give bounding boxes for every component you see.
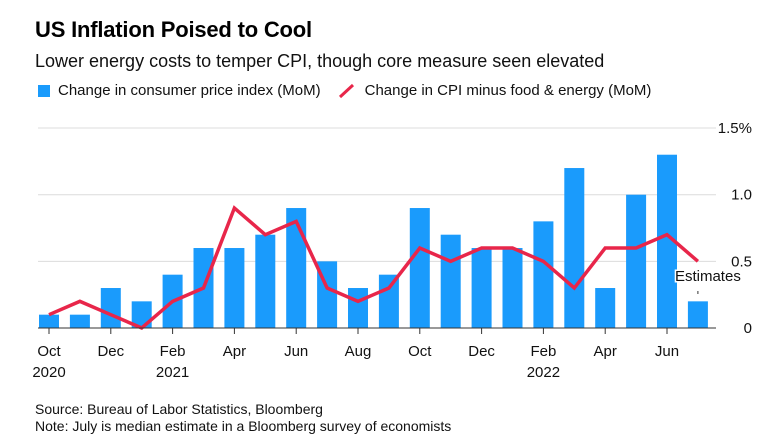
bar <box>657 154 677 328</box>
bar <box>255 234 276 328</box>
x-tick-label: Dec <box>97 343 124 360</box>
bar <box>440 234 461 328</box>
bar <box>533 221 554 328</box>
methodology-note: Note: July is median estimate in a Bloom… <box>35 418 452 434</box>
x-tick-label: Dec <box>468 343 495 360</box>
bar <box>100 288 121 328</box>
legend-swatch-core <box>338 83 354 98</box>
chart-plot: 0 0.5 1.0 1.5% Oct 2020 Dec Feb 2021 Apr Jun Aug Oct… <box>32 120 752 381</box>
legend-swatch-cpi <box>38 84 50 97</box>
chart-subtitle: Lower energy costs to temper CPI, though… <box>35 51 605 71</box>
y-tick-label: 0.5 <box>731 253 752 270</box>
x-tick-year-label: 2021 <box>156 364 189 381</box>
bar <box>131 301 152 328</box>
bar <box>471 248 492 328</box>
x-tick-year-label: 2020 <box>32 364 65 381</box>
bar <box>409 208 430 328</box>
x-tick-label: Jun <box>284 343 308 360</box>
x-tick-label: Apr <box>223 343 246 360</box>
bar <box>626 194 647 328</box>
x-tick-label: Apr <box>594 343 617 360</box>
x-tick-label: Feb <box>530 343 556 360</box>
y-tick-label: 0 <box>744 320 752 337</box>
bar <box>595 288 616 328</box>
x-tick-label: Jun <box>655 343 679 360</box>
bar <box>348 288 368 328</box>
bar <box>502 248 523 328</box>
bar <box>564 168 585 328</box>
bar <box>39 314 59 328</box>
x-tick-label: Oct <box>37 343 61 360</box>
chart-title: US Inflation Poised to Cool <box>35 17 312 42</box>
x-tick-label: Oct <box>408 343 432 360</box>
bar <box>687 301 708 328</box>
source-note: Source: Bureau of Labor Statistics, Bloo… <box>35 401 323 417</box>
footer: Source: Bureau of Labor Statistics, Bloo… <box>35 401 451 435</box>
y-tick-label: 1.0 <box>731 187 752 204</box>
bar <box>286 208 307 328</box>
bar <box>378 274 399 328</box>
x-tick-year-label: 2022 <box>527 364 560 381</box>
core-cpi-line <box>48 205 700 331</box>
bar <box>69 314 90 328</box>
x-tick-label: Aug <box>345 343 372 360</box>
legend-label-core: Change in CPI minus food & energy (MoM) <box>364 82 652 99</box>
y-tick-label: 1.5% <box>718 120 752 137</box>
legend: Change in consumer price index (MoM) Cha… <box>38 82 651 99</box>
bar <box>224 248 245 328</box>
x-tick-label: Feb <box>160 343 186 360</box>
legend-label-cpi: Change in consumer price index (MoM) <box>58 82 321 99</box>
estimates-annotation: Estimates <box>675 268 741 285</box>
